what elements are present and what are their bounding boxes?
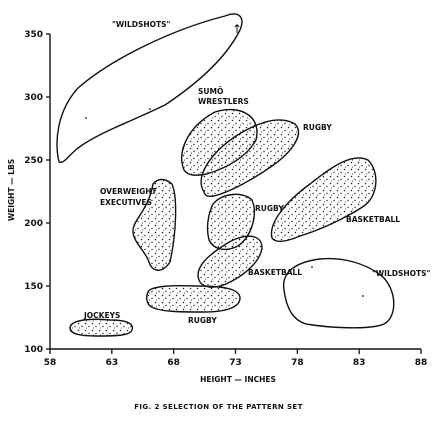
label-basketball-upper: BASKETBALL — [346, 215, 400, 224]
arrow-up-icon: ↑ — [232, 22, 242, 36]
label-wildshots-lower: "WILDSHOTS" — [372, 269, 431, 278]
region-jockeys — [69, 318, 134, 337]
y-axis-label: WEIGHT — LBS — [7, 159, 16, 221]
y-tick-label: 100 — [24, 345, 43, 355]
x-tick-label: 73 — [229, 358, 242, 368]
region-rugby-upper — [200, 119, 300, 198]
region-wildshots-upper — [56, 13, 243, 163]
x-tick-label: 78 — [291, 358, 304, 368]
x-tick-label: 68 — [167, 358, 180, 368]
y-tick-label: 350 — [24, 30, 43, 40]
y-axis-ticks: 100 150 200 250 300 350 — [24, 30, 50, 355]
clusters — [56, 13, 395, 337]
label-basketball-lower: BASKETBALL — [248, 268, 302, 277]
label-wildshots-upper: "WILDSHOTS" — [112, 20, 171, 29]
pattern-set-figure: 58 63 68 73 78 83 88 100 150 200 250 300 350 HEIGHT… — [7, 13, 431, 384]
outlier-point — [362, 295, 364, 297]
label-rugby-middle: RUGBY — [255, 204, 284, 213]
outlier-point — [85, 117, 87, 119]
label-rugby-lower: RUGBY — [188, 316, 217, 325]
region-wildshots-lower — [283, 257, 395, 329]
label-executives-line2: EXECUTIVES — [100, 198, 152, 207]
outlier-point — [149, 108, 151, 110]
wildshots-markers: ↑ — [85, 22, 364, 297]
label-sumo-line2: WRESTLERS — [198, 97, 249, 106]
cluster-labels: "WILDSHOTS" SUMŌ WRESTLERS RUGBY OVERWEI… — [83, 20, 431, 325]
region-overweight-executives — [132, 178, 177, 271]
region-basketball-upper — [270, 157, 377, 243]
x-tick-label: 83 — [353, 358, 366, 368]
label-rugby-upper: RUGBY — [303, 123, 332, 132]
x-axis-ticks: 58 63 68 73 78 83 88 — [44, 349, 428, 368]
x-tick-label: 58 — [44, 358, 57, 368]
region-rugby-lower — [145, 284, 241, 313]
x-tick-label: 63 — [106, 358, 119, 368]
y-tick-label: 200 — [24, 219, 43, 229]
x-axis-label: HEIGHT — INCHES — [200, 375, 276, 384]
y-tick-label: 300 — [24, 93, 43, 103]
y-tick-label: 150 — [24, 282, 43, 292]
label-executives-line1: OVERWEIGHT — [100, 187, 157, 196]
y-tick-label: 250 — [24, 156, 43, 166]
label-sumo-line1: SUMŌ — [198, 87, 223, 96]
x-tick-label: 88 — [415, 358, 428, 368]
outlier-point — [311, 266, 313, 268]
region-basketball-lower — [197, 235, 263, 288]
label-jockeys: JOCKEYS — [83, 311, 120, 320]
figure-caption: FIG. 2 SELECTION OF THE PATTERN SET — [134, 403, 303, 411]
